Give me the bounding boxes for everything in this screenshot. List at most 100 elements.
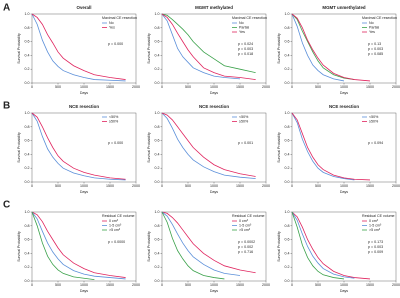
y-tick-label: 1.0 xyxy=(25,12,30,16)
x-tick-label: 2000 xyxy=(392,283,400,287)
y-tick-label: 0.6 xyxy=(285,40,290,44)
y-tick-label: 0.2 xyxy=(285,67,290,71)
chart-title: MGMT unmethylated xyxy=(322,5,365,10)
y-tick-label: 0.2 xyxy=(25,166,30,170)
legend-title: Residual CE volume xyxy=(362,214,395,218)
survival-curve xyxy=(31,13,126,80)
x-tick-label: 2000 xyxy=(392,85,400,89)
y-tick-label: 0.2 xyxy=(25,67,30,71)
x-tick-label: 1000 xyxy=(340,85,348,89)
y-tick-label: 0.8 xyxy=(25,26,30,30)
p-value: p = 0.001 xyxy=(238,141,253,145)
x-tick-label: 2000 xyxy=(132,184,140,188)
legend-label: Partial xyxy=(369,25,379,29)
plot-frame xyxy=(31,13,137,84)
x-tick-label: 1000 xyxy=(80,85,88,89)
legend-label: >5 cm³ xyxy=(239,228,251,232)
p-value: p = 0.0002 xyxy=(238,240,255,244)
survival-curve xyxy=(161,211,225,280)
legend-title: Residual CE volume xyxy=(232,214,265,218)
y-tick-label: 0.2 xyxy=(155,67,160,71)
legend-label: >5 cm³ xyxy=(369,228,381,232)
y-tick-label: 0.8 xyxy=(155,224,160,228)
x-axis-label: Days xyxy=(210,289,218,293)
legend-label: No xyxy=(369,21,374,25)
legend-title: Maximal CE resection xyxy=(362,16,397,20)
y-tick-label: 0.2 xyxy=(285,166,290,170)
x-tick-label: 1000 xyxy=(80,184,88,188)
legend-label: Partial xyxy=(239,25,249,29)
y-tick-label: 1.0 xyxy=(285,210,290,214)
y-tick-label: 0.4 xyxy=(155,152,160,156)
y-tick-label: 0.4 xyxy=(25,251,30,255)
survival-curve xyxy=(161,112,256,177)
y-tick-label: 1.0 xyxy=(155,12,160,16)
x-tick-label: 0 xyxy=(291,184,293,188)
p-value: p = 0.018 xyxy=(238,52,253,56)
x-tick-label: 1500 xyxy=(366,283,374,287)
x-tick-label: 2000 xyxy=(262,184,270,188)
x-tick-label: 2000 xyxy=(132,85,140,89)
p-value: p = 0.094 xyxy=(368,141,383,145)
p-value: p = 0.13 xyxy=(368,42,381,46)
survival-curve xyxy=(291,13,371,82)
x-axis-label: Days xyxy=(80,91,88,95)
x-tick-label: 1500 xyxy=(236,184,244,188)
survival-curve xyxy=(161,13,256,74)
y-axis-label: Survival Probability xyxy=(17,33,21,64)
y-axis-label: Survival Probability xyxy=(277,132,281,163)
y-tick-label: 1.0 xyxy=(25,210,30,214)
x-tick-label: 2000 xyxy=(262,283,270,287)
survival-curve xyxy=(161,13,256,80)
chart-title: MGMT methylated xyxy=(195,5,233,10)
panel-label: C xyxy=(3,200,10,211)
p-value: p = 0.003 xyxy=(368,47,383,51)
survival-curve xyxy=(291,211,355,279)
legend-label: No xyxy=(109,21,114,25)
y-tick-label: 1.0 xyxy=(155,111,160,115)
y-axis-label: Survival Probability xyxy=(277,33,281,64)
y-tick-label: 0.0 xyxy=(155,180,160,184)
x-tick-label: 0 xyxy=(31,184,33,188)
survival-curve xyxy=(31,13,126,82)
survival-curve xyxy=(31,211,126,278)
y-tick-label: 0.8 xyxy=(285,26,290,30)
x-tick-label: 500 xyxy=(55,283,61,287)
x-tick-label: 1000 xyxy=(340,283,348,287)
y-tick-label: 1.0 xyxy=(285,111,290,115)
y-tick-label: 0.6 xyxy=(25,139,30,143)
y-tick-label: 0.0 xyxy=(285,279,290,283)
survival-curve xyxy=(291,13,355,80)
x-tick-label: 1500 xyxy=(366,85,374,89)
survival-curve xyxy=(161,211,256,274)
legend-title: Maximal CE resection xyxy=(232,16,267,20)
y-tick-label: 0.8 xyxy=(285,125,290,129)
y-axis-label: Survival Probability xyxy=(147,33,151,64)
survival-curve xyxy=(291,112,355,181)
legend-title: Residual CE volume xyxy=(102,214,135,218)
survival-curve xyxy=(291,112,371,181)
legend-label: Yes xyxy=(109,25,115,29)
y-tick-label: 1.0 xyxy=(155,210,160,214)
y-tick-label: 0.8 xyxy=(155,26,160,30)
y-tick-label: 0.4 xyxy=(155,53,160,57)
x-tick-label: 500 xyxy=(55,85,61,89)
survival-curve xyxy=(31,211,95,281)
x-tick-label: 0 xyxy=(31,85,33,89)
x-tick-label: 1500 xyxy=(106,184,114,188)
y-tick-label: 0.6 xyxy=(25,238,30,242)
legend-label: ≥50% xyxy=(109,119,119,123)
y-tick-label: 0.4 xyxy=(285,251,290,255)
y-tick-label: 0.6 xyxy=(155,238,160,242)
y-tick-label: 0.4 xyxy=(285,152,290,156)
legend-title: Maximal CE resection xyxy=(102,16,137,20)
x-tick-label: 1500 xyxy=(236,283,244,287)
legend-label: <50% xyxy=(369,115,379,119)
x-axis-label: Days xyxy=(80,289,88,293)
p-value: p = 0.009 xyxy=(368,250,383,254)
survival-curve xyxy=(291,13,345,82)
x-axis-label: Days xyxy=(340,190,348,194)
y-tick-label: 0.4 xyxy=(25,152,30,156)
legend-label: 0 cm³ xyxy=(369,219,379,223)
